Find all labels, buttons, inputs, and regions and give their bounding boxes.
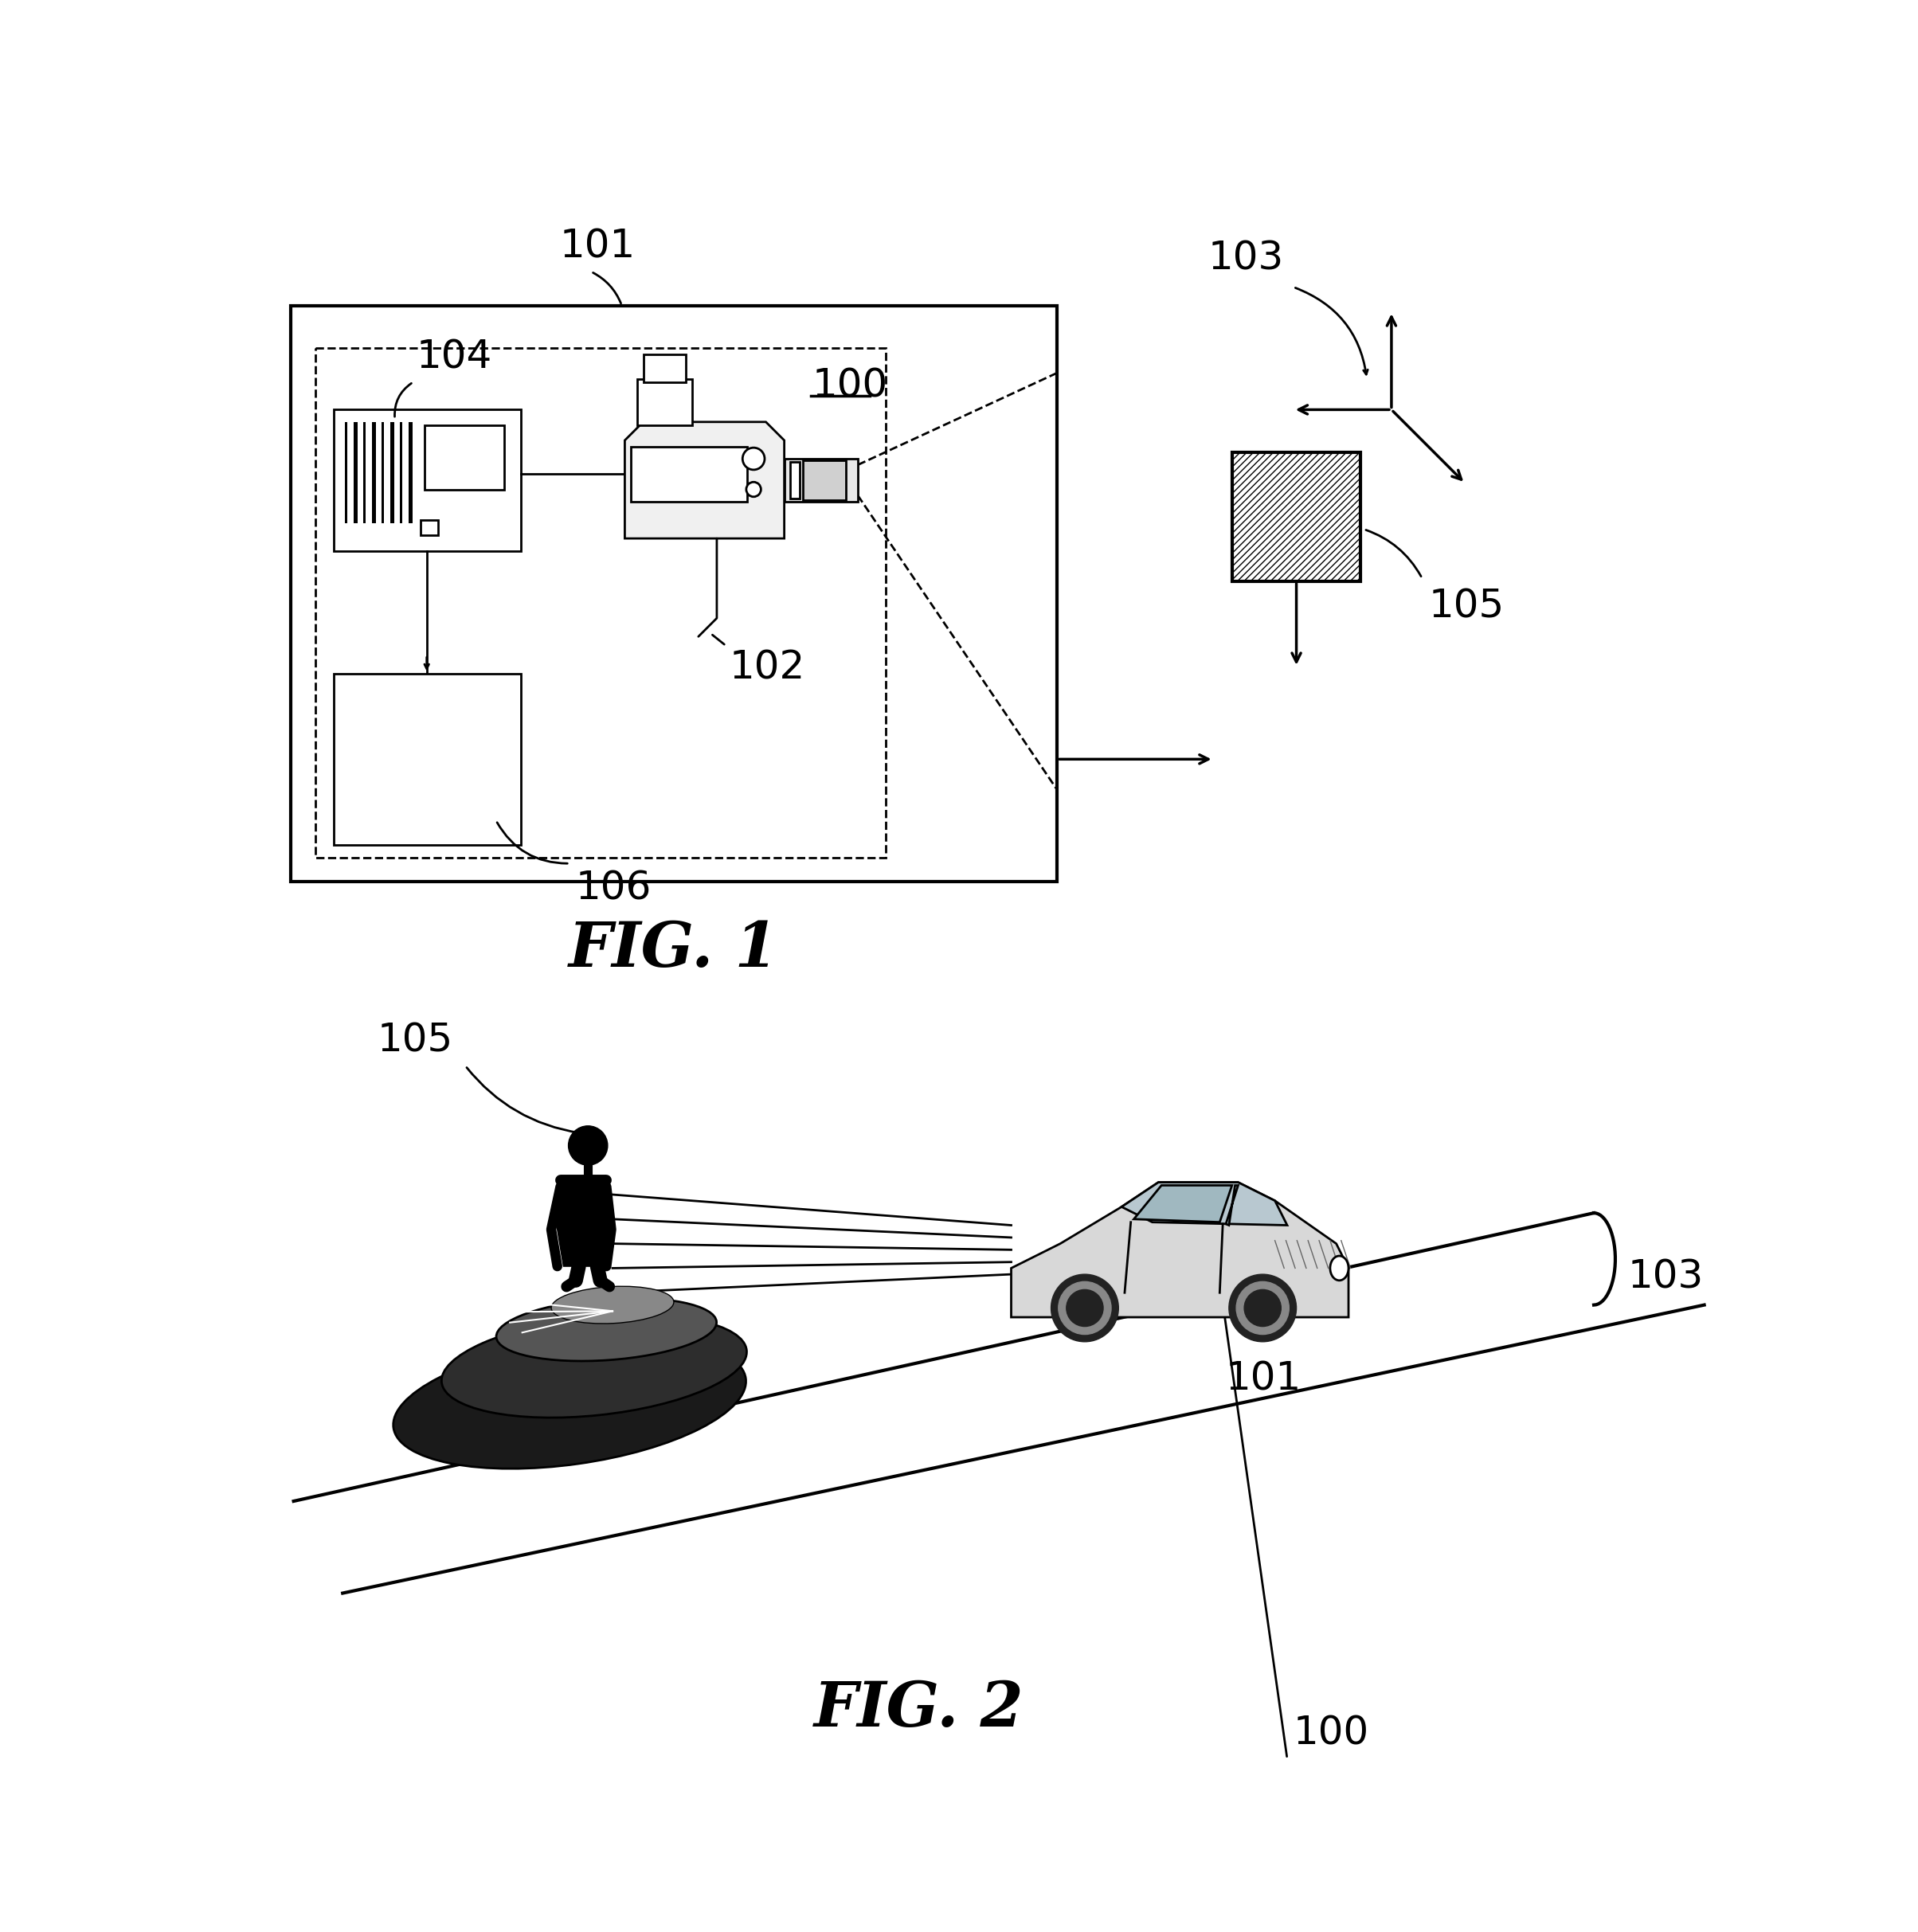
Polygon shape: [1122, 1182, 1287, 1225]
Bar: [372, 421, 376, 524]
Bar: [345, 421, 347, 524]
Circle shape: [1245, 1291, 1281, 1327]
Bar: [643, 354, 687, 383]
Polygon shape: [1122, 1182, 1275, 1208]
Bar: [353, 421, 357, 524]
Circle shape: [1066, 1291, 1103, 1327]
Polygon shape: [554, 1180, 610, 1265]
Text: 101: 101: [1226, 1360, 1302, 1397]
Text: 104: 104: [416, 338, 493, 377]
Text: FIG. 1: FIG. 1: [570, 918, 779, 980]
Text: 100: 100: [811, 367, 888, 406]
Text: 105: 105: [1429, 587, 1504, 626]
Polygon shape: [625, 421, 784, 539]
Bar: [315, 348, 886, 858]
Text: 105: 105: [378, 1022, 453, 1059]
Ellipse shape: [550, 1287, 673, 1323]
Bar: [637, 379, 692, 425]
Text: 100: 100: [1293, 1714, 1369, 1752]
Bar: [790, 462, 800, 498]
Text: 103: 103: [1628, 1258, 1703, 1296]
Circle shape: [568, 1126, 608, 1165]
Bar: [382, 421, 384, 524]
Text: FIG. 2: FIG. 2: [815, 1679, 1024, 1741]
Text: 101: 101: [560, 228, 635, 265]
Bar: [334, 674, 520, 844]
Bar: [391, 421, 395, 524]
Polygon shape: [1226, 1186, 1239, 1225]
Bar: [802, 460, 846, 500]
Bar: [784, 458, 857, 502]
Bar: [399, 421, 403, 524]
Text: 102: 102: [729, 649, 806, 688]
Ellipse shape: [1329, 1256, 1348, 1281]
Polygon shape: [1134, 1186, 1231, 1223]
Circle shape: [746, 481, 761, 497]
Circle shape: [1229, 1275, 1297, 1341]
Bar: [1231, 452, 1360, 582]
Ellipse shape: [393, 1337, 746, 1468]
Bar: [631, 446, 748, 502]
Bar: [290, 305, 1057, 881]
Bar: [420, 520, 437, 535]
Circle shape: [1059, 1281, 1111, 1335]
Ellipse shape: [441, 1316, 746, 1418]
Polygon shape: [1011, 1200, 1348, 1318]
Circle shape: [1237, 1281, 1289, 1335]
Ellipse shape: [497, 1298, 717, 1360]
Bar: [424, 425, 504, 489]
Text: 103: 103: [1208, 240, 1285, 278]
Circle shape: [1051, 1275, 1118, 1341]
Circle shape: [742, 448, 765, 469]
Bar: [409, 421, 412, 524]
Text: 106: 106: [575, 869, 652, 908]
Bar: [363, 421, 364, 524]
Bar: [334, 410, 520, 551]
